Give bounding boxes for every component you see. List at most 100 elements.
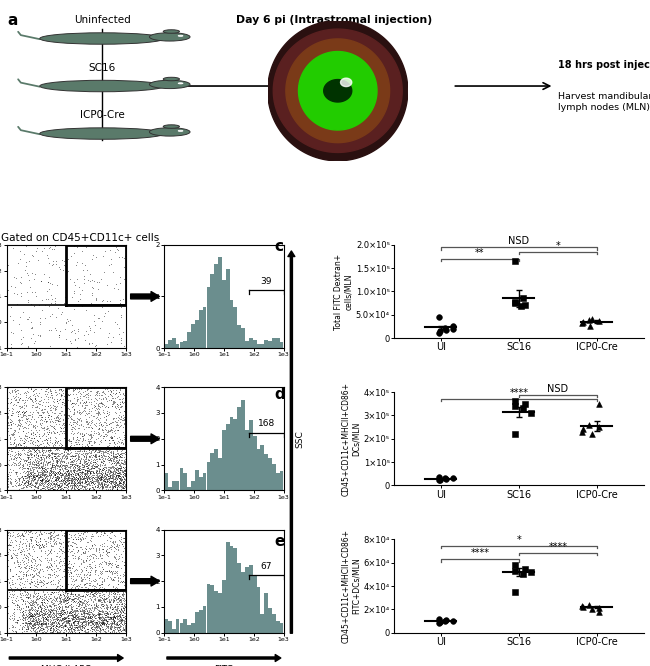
Point [22,536,32,547]
Point [29,587,39,597]
Point [37,479,47,490]
Point [21,569,32,580]
Point [29,618,40,629]
Point [112,545,123,555]
Point [79,397,90,408]
Point [102,426,112,437]
Point [24,444,34,455]
Point [42,553,53,563]
Point [44,272,55,282]
Point [56,454,66,464]
Point [46,587,57,597]
Point [77,476,88,487]
Point [98,623,109,634]
Point [23,623,34,633]
Point [101,484,111,494]
Point [120,470,130,481]
Point [15,448,25,458]
Point [78,462,88,473]
Point [34,478,44,488]
Point [103,601,113,612]
Point [64,472,75,483]
Point [115,615,125,626]
Point [44,479,54,490]
Point [43,624,53,635]
Point [86,431,96,442]
Point [92,475,102,486]
Point [27,409,38,420]
Point [99,594,110,605]
Point [92,617,102,628]
Point [73,468,84,479]
Point [116,454,126,465]
Point [63,596,73,607]
Point [87,462,98,473]
Point [66,603,76,613]
Point [33,538,44,549]
Point [77,613,88,623]
Point [108,396,118,407]
Point [29,429,40,440]
Point [27,557,38,567]
Point [33,603,44,613]
Point [91,543,101,553]
Point [40,484,51,495]
Point [94,398,105,408]
Point [31,458,42,469]
Point [94,609,104,619]
Point [71,437,81,448]
Point [87,440,98,450]
Point [111,476,122,487]
Point [98,482,109,493]
Point [18,472,29,483]
Point [69,288,79,298]
Point [67,623,77,634]
Point [20,585,31,596]
Point [81,414,91,424]
Bar [211,452,214,490]
Point [86,406,97,416]
Point [94,594,105,605]
Point [106,450,116,460]
Point [99,556,109,567]
Point [112,621,123,632]
Point [51,620,62,631]
Point [118,607,129,617]
Point [66,451,77,462]
Point [31,616,41,627]
Point [86,423,97,434]
Point [12,615,22,625]
Point [73,621,83,631]
Point [95,464,105,474]
Point [90,470,101,481]
Point [55,464,65,475]
Point [5,398,15,408]
Point [48,621,58,631]
Point [109,621,119,632]
Point [120,600,130,611]
Point [35,603,46,614]
Point [587,313,597,324]
Point [53,611,63,622]
Point [51,475,61,486]
Point [58,620,68,631]
Point [52,458,62,469]
Point [70,474,81,484]
Point [21,463,32,474]
Point [101,462,112,472]
Point [49,296,60,306]
Point [103,470,113,481]
Point [92,621,102,631]
Point [107,451,118,462]
Point [102,625,112,635]
Point [82,605,92,616]
Point [120,613,130,624]
Point [14,591,25,602]
Point [98,547,109,558]
Point [52,456,62,466]
Point [98,606,108,617]
Point [101,566,112,577]
Point [97,478,107,489]
Point [79,469,89,480]
Point [31,471,42,482]
